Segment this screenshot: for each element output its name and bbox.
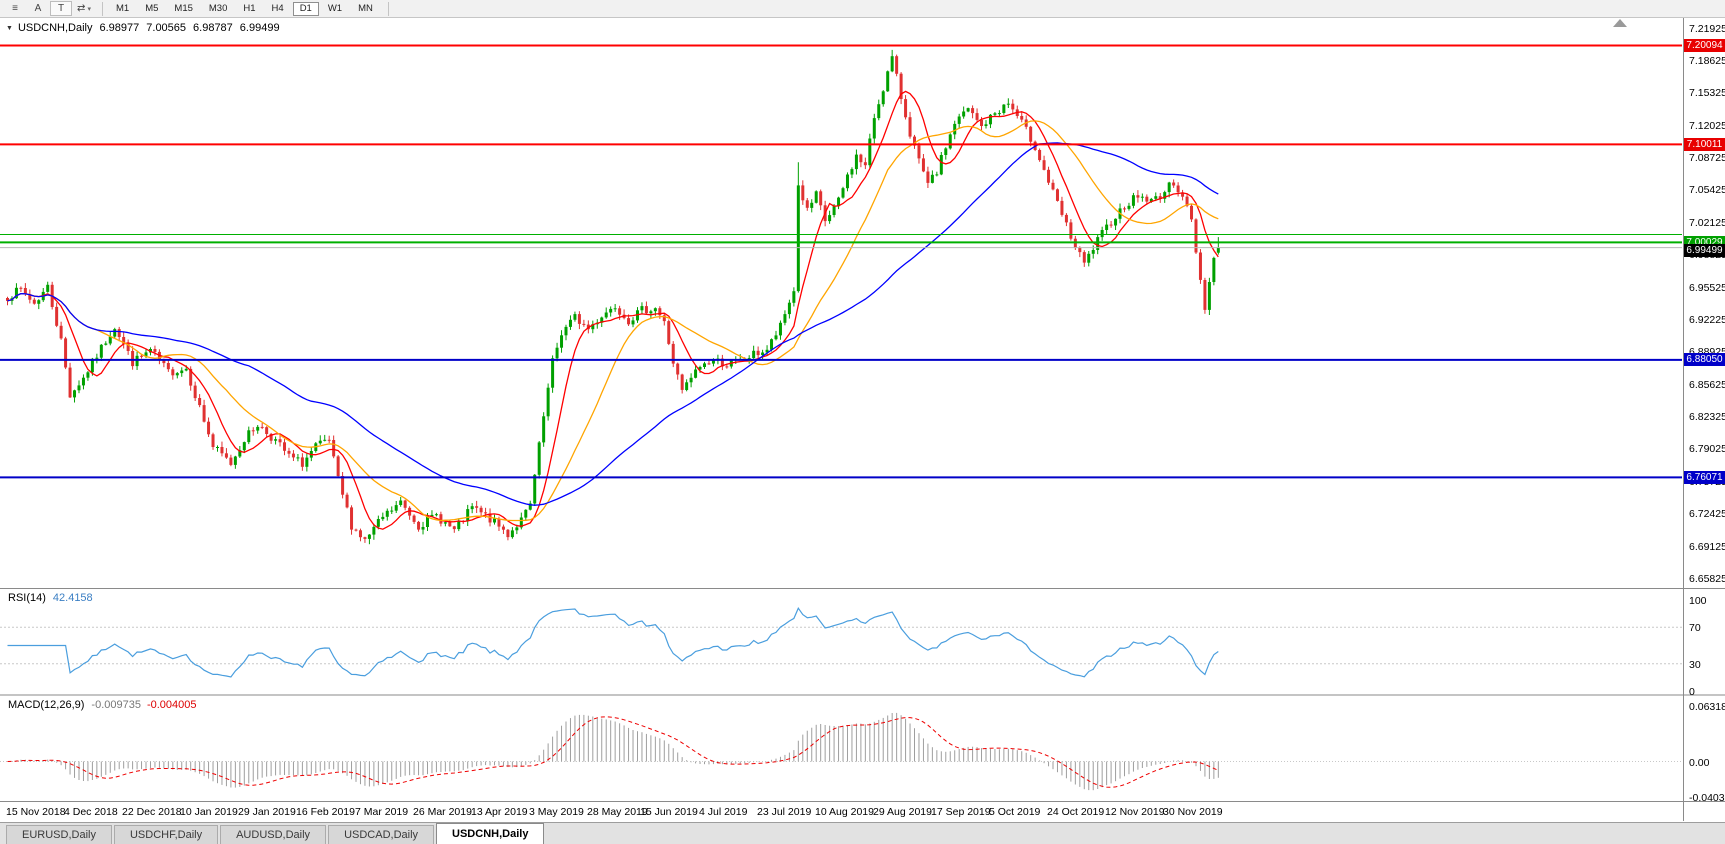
timeframe-d1[interactable]: D1 [292, 1, 319, 16]
timeframe-h1[interactable]: H1 [243, 3, 256, 14]
timeframe-m15[interactable]: M15 [174, 3, 193, 14]
tab-usdcad[interactable]: USDCAD,Daily [328, 825, 435, 844]
toolbar-separator [102, 1, 103, 16]
candlesticks [6, 49, 1220, 545]
text-tool-icon[interactable]: A [34, 3, 42, 14]
horizontal-lines[interactable] [0, 44, 1682, 479]
arrows-tool-icon[interactable]: ⇄ ▾ [73, 1, 95, 16]
ma-medium-line [7, 120, 1219, 522]
tab-audusd[interactable]: AUDUSD,Daily [220, 825, 327, 844]
chart-shift-marker[interactable] [1613, 19, 1627, 27]
timeframe-m30[interactable]: M30 [208, 3, 228, 14]
toolbar-separator-2 [387, 1, 389, 16]
panel-separators[interactable] [0, 588, 1725, 802]
timeframe-m5[interactable]: M5 [145, 3, 159, 14]
tab-usdcnh[interactable]: USDCNH,Daily [436, 823, 545, 844]
macd-histogram [11, 712, 1219, 791]
ma-fast-line [7, 90, 1219, 530]
charts-list-icon[interactable]: ≡ [12, 3, 18, 14]
timeframe-m1[interactable]: M1 [116, 3, 130, 14]
tab-usdchf[interactable]: USDCHF,Daily [113, 825, 219, 844]
rsi-line [7, 606, 1219, 678]
timeframe-h4[interactable]: H4 [271, 3, 284, 14]
timeframe-w1[interactable]: W1 [327, 3, 343, 14]
label-tool-icon[interactable]: T [50, 1, 72, 16]
chart-tab-bar: EURUSD,Daily USDCHF,Daily AUDUSD,Daily U… [0, 822, 1725, 844]
timeframe-mn[interactable]: MN [358, 3, 373, 14]
arrows-glyph: ⇄ [77, 3, 86, 14]
top-toolbar: ≡ A T ⇄ ▾ M1 M5 M15 M30 H1 H4 D1 W1 MN [0, 0, 1725, 18]
chevron-down-icon: ▾ [87, 5, 91, 13]
macd-signal-line [7, 716, 1219, 788]
tab-eurusd[interactable]: EURUSD,Daily [6, 825, 112, 844]
ma-slow-line [7, 142, 1219, 506]
